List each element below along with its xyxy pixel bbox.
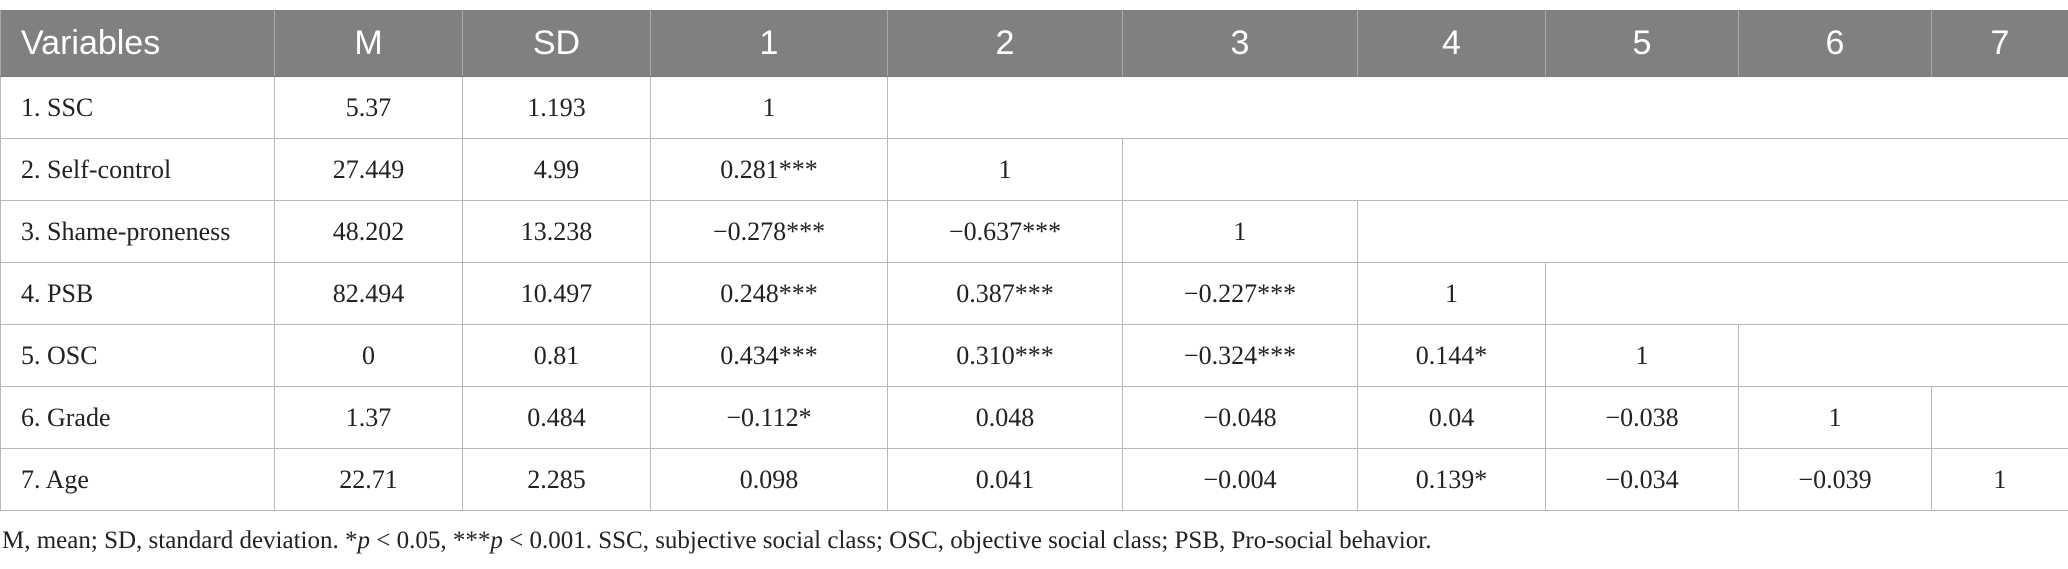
column-header: 2 <box>887 10 1123 77</box>
correlation-cell: 0.048 <box>887 386 1123 449</box>
correlation-cell: −0.034 <box>1545 448 1739 511</box>
column-header: 4 <box>1357 10 1546 77</box>
table-row: 6. Grade 1.37 0.484 −0.112* 0.048 −0.048… <box>0 386 2068 449</box>
row-label: 1. SSC <box>0 76 275 139</box>
correlation-cell: −0.039 <box>1738 448 1932 511</box>
table-row: 5. OSC 0 0.81 0.434*** 0.310*** −0.324**… <box>0 324 2068 387</box>
table-row: 1. SSC 5.37 1.193 1 <box>0 76 2068 139</box>
correlation-cell: −0.112* <box>650 386 888 449</box>
footnote-text: < 0.001. SSC, subjective social class; O… <box>502 527 1432 554</box>
correlation-cell: 0.387*** <box>887 262 1123 325</box>
correlation-cell: 0.144* <box>1357 324 1546 387</box>
table-footnote: M, mean; SD, standard deviation. *p < 0.… <box>2 527 1431 555</box>
correlation-table: Variables M SD 1 2 3 4 5 6 7 1. SSC 5.37… <box>0 10 2068 511</box>
column-header: Variables <box>0 10 275 77</box>
correlation-cell: 1 <box>1545 324 1739 387</box>
mean-cell: 22.71 <box>274 448 463 511</box>
row-label: 6. Grade <box>0 386 275 449</box>
correlation-cell: 1 <box>1738 386 1932 449</box>
table-row: 2. Self-control 27.449 4.99 0.281*** 1 <box>0 138 2068 201</box>
correlation-cell: 0.139* <box>1357 448 1546 511</box>
correlation-cell: −0.227*** <box>1122 262 1358 325</box>
correlation-cell: 0.310*** <box>887 324 1123 387</box>
table-row: 4. PSB 82.494 10.497 0.248*** 0.387*** −… <box>0 262 2068 325</box>
sd-cell: 1.193 <box>462 76 651 139</box>
sd-cell: 13.238 <box>462 200 651 263</box>
column-header: M <box>274 10 463 77</box>
sd-cell: 10.497 <box>462 262 651 325</box>
empty-cell <box>1931 386 2068 449</box>
footnote-p-symbol: p <box>490 527 503 554</box>
sd-cell: 4.99 <box>462 138 651 201</box>
column-header: 3 <box>1122 10 1358 77</box>
empty-cell <box>1122 138 2068 201</box>
mean-cell: 1.37 <box>274 386 463 449</box>
correlation-cell: 0.434*** <box>650 324 888 387</box>
correlation-cell: 1 <box>887 138 1123 201</box>
correlation-cell: 1 <box>1931 448 2068 511</box>
mean-cell: 82.494 <box>274 262 463 325</box>
mean-cell: 0 <box>274 324 463 387</box>
correlation-cell: −0.048 <box>1122 386 1358 449</box>
correlation-cell: −0.324*** <box>1122 324 1358 387</box>
correlation-cell: 0.098 <box>650 448 888 511</box>
footnote-text: < 0.05, *** <box>370 527 491 554</box>
mean-cell: 48.202 <box>274 200 463 263</box>
column-header: 1 <box>650 10 888 77</box>
correlation-cell: 1 <box>1357 262 1546 325</box>
table-header-row: Variables M SD 1 2 3 4 5 6 7 <box>0 10 2068 77</box>
row-label: 7. Age <box>0 448 275 511</box>
correlation-cell: 1 <box>1122 200 1358 263</box>
column-header: 7 <box>1931 10 2068 77</box>
row-label: 5. OSC <box>0 324 275 387</box>
table-row: 7. Age 22.71 2.285 0.098 0.041 −0.004 0.… <box>0 448 2068 511</box>
row-label: 3. Shame-proneness <box>0 200 275 263</box>
column-header: 5 <box>1545 10 1739 77</box>
footnote-text: M, mean; SD, standard deviation. * <box>2 527 358 554</box>
column-header: 6 <box>1738 10 1932 77</box>
empty-cell <box>1545 262 2068 325</box>
empty-cell <box>1357 200 2068 263</box>
correlation-cell: 0.041 <box>887 448 1123 511</box>
correlation-cell: 1 <box>650 76 888 139</box>
sd-cell: 0.81 <box>462 324 651 387</box>
mean-cell: 27.449 <box>274 138 463 201</box>
footnote-p-symbol: p <box>357 527 371 554</box>
correlation-cell: −0.637*** <box>887 200 1123 263</box>
correlation-table-container: Variables M SD 1 2 3 4 5 6 7 1. SSC 5.37… <box>0 10 2068 511</box>
mean-cell: 5.37 <box>274 76 463 139</box>
correlation-cell: 0.248*** <box>650 262 888 325</box>
row-label: 2. Self-control <box>0 138 275 201</box>
column-header: SD <box>462 10 651 77</box>
empty-cell <box>1738 324 2068 387</box>
correlation-cell: 0.281*** <box>650 138 888 201</box>
sd-cell: 2.285 <box>462 448 651 511</box>
correlation-cell: 0.04 <box>1357 386 1546 449</box>
row-label: 4. PSB <box>0 262 275 325</box>
table-row: 3. Shame-proneness 48.202 13.238 −0.278*… <box>0 200 2068 263</box>
sd-cell: 0.484 <box>462 386 651 449</box>
correlation-cell: −0.278*** <box>650 200 888 263</box>
correlation-cell: −0.004 <box>1122 448 1358 511</box>
empty-cell <box>887 76 2068 139</box>
correlation-cell: −0.038 <box>1545 386 1739 449</box>
